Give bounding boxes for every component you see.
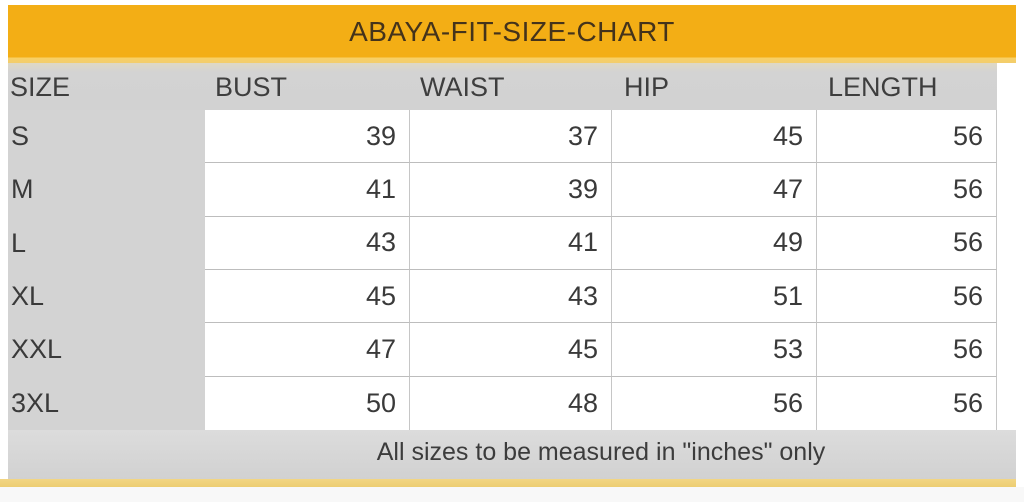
row-label-3xl: 3XL [11, 387, 60, 418]
cell-m-bust: 41 [205, 163, 410, 217]
bottom-background-band [0, 487, 1024, 502]
row-label-xxl: XXL [11, 334, 63, 365]
column-header-length: LENGTH [828, 72, 938, 102]
cell-xxl-waist: 45 [410, 323, 612, 377]
cell-xxl-hip: 53 [612, 323, 817, 377]
cell-m-hip: 47 [612, 163, 817, 217]
cell-s-length: 56 [817, 110, 997, 164]
row-label-xl: XL [11, 281, 45, 312]
column-header-bust: BUST [215, 72, 288, 102]
cell-xl-waist: 43 [410, 269, 612, 324]
measurement-note-band: All sizes to be measured in "inches" onl… [8, 430, 1016, 479]
cell-xl-bust: 45 [205, 269, 410, 324]
cell-m-length: 56 [817, 163, 997, 217]
chart-title: ABAYA-FIT-SIZE-CHART [349, 16, 675, 47]
cell-xl-hip: 51 [612, 269, 817, 324]
cell-l-bust: 43 [205, 216, 410, 270]
gold-accent-strip [0, 479, 1016, 487]
cell-l-length: 56 [817, 216, 997, 270]
cell-3xl-hip: 56 [612, 376, 817, 430]
cell-xl-length: 56 [817, 269, 997, 324]
size-chart-grid: 39 37 45 56 41 39 47 56 43 41 49 56 45 4… [205, 110, 997, 430]
cell-l-waist: 41 [410, 216, 612, 270]
measurement-note: All sizes to be measured in "inches" onl… [376, 438, 826, 466]
row-label-s: S [11, 121, 30, 152]
cell-xxl-bust: 47 [205, 323, 410, 377]
cell-s-hip: 45 [612, 110, 817, 164]
cell-s-waist: 37 [410, 110, 612, 164]
column-header-size: SIZE [10, 72, 71, 102]
cell-m-waist: 39 [410, 163, 612, 217]
chart-title-banner: ABAYA-FIT-SIZE-CHART [8, 5, 1016, 63]
row-label-l: L [11, 227, 27, 258]
cell-3xl-bust: 50 [205, 376, 410, 430]
table-header-row: SIZE BUST WAIST HIP LENGTH [8, 63, 997, 110]
cell-s-bust: 39 [205, 110, 410, 164]
cell-3xl-length: 56 [817, 376, 997, 430]
column-header-hip: HIP [624, 72, 670, 102]
row-label-m: M [11, 174, 34, 205]
cell-xxl-length: 56 [817, 323, 997, 377]
cell-3xl-waist: 48 [410, 376, 612, 430]
column-header-waist: WAIST [420, 72, 505, 102]
cell-l-hip: 49 [612, 216, 817, 270]
size-label-column: S M L XL XXL 3XL [8, 110, 205, 430]
